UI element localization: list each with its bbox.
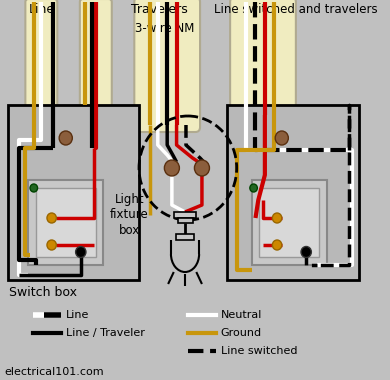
FancyBboxPatch shape (230, 0, 296, 122)
Text: 3-wire NM: 3-wire NM (135, 22, 194, 35)
Circle shape (47, 240, 57, 250)
Text: Light
fixture
box: Light fixture box (110, 193, 149, 236)
Circle shape (301, 247, 311, 258)
Circle shape (76, 247, 86, 258)
Text: Line switched and travelers: Line switched and travelers (214, 3, 378, 16)
Bar (259, 188, 319, 257)
Bar (177, 218, 193, 223)
Bar (176, 234, 195, 240)
Circle shape (59, 131, 72, 145)
Text: Line / Traveler: Line / Traveler (66, 328, 145, 338)
Bar (227, 105, 359, 280)
FancyBboxPatch shape (134, 0, 200, 132)
Circle shape (30, 184, 37, 192)
Bar (252, 180, 327, 265)
Circle shape (275, 131, 288, 145)
Text: Line: Line (66, 310, 89, 320)
FancyBboxPatch shape (25, 0, 57, 110)
Bar (174, 212, 196, 218)
Circle shape (195, 160, 209, 176)
Circle shape (272, 240, 282, 250)
Circle shape (164, 160, 179, 176)
Circle shape (250, 184, 257, 192)
Text: Neutral: Neutral (221, 310, 262, 320)
Text: Travelers: Travelers (131, 3, 188, 16)
Text: electrical101.com: electrical101.com (5, 367, 104, 377)
Text: Ground: Ground (221, 328, 262, 338)
FancyBboxPatch shape (80, 0, 112, 110)
Circle shape (47, 213, 57, 223)
Bar (28, 180, 103, 265)
Circle shape (272, 213, 282, 223)
Text: Switch box: Switch box (9, 286, 77, 299)
Bar (36, 188, 96, 257)
Text: Line: Line (28, 3, 54, 16)
Text: Line switched: Line switched (221, 346, 297, 356)
Bar (7, 105, 139, 280)
